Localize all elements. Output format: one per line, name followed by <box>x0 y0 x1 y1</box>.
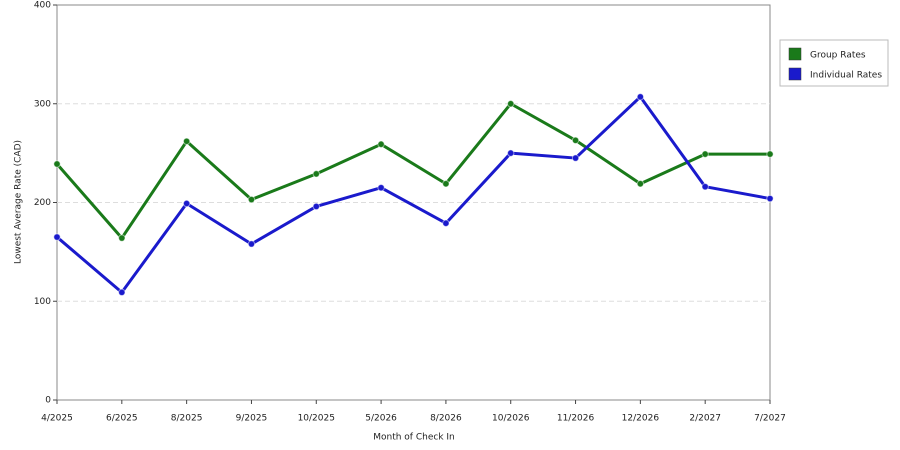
legend-swatch <box>788 67 802 81</box>
legend-swatch <box>788 47 802 61</box>
point <box>118 234 126 242</box>
point <box>571 136 580 144</box>
legend-label: Individual Rates <box>810 71 882 81</box>
x-tick-label: 7/2027 <box>754 414 786 424</box>
point <box>636 180 645 188</box>
legend-label: Group Rates <box>810 51 866 61</box>
point <box>377 140 385 148</box>
point <box>766 194 774 203</box>
point <box>636 93 645 101</box>
point <box>182 199 191 208</box>
point <box>442 219 450 227</box>
point <box>507 100 515 108</box>
x-tick-label: 4/2025 <box>41 414 73 424</box>
x-tick-label: 6/2025 <box>106 414 138 424</box>
point <box>701 183 709 191</box>
point <box>571 154 580 162</box>
point <box>118 288 126 297</box>
point <box>701 150 709 158</box>
x-tick-label: 10/2025 <box>298 414 335 424</box>
y-axis-label: Lowest Average Rate (CAD) <box>14 140 24 264</box>
point <box>182 137 191 145</box>
point <box>507 149 515 157</box>
point <box>53 160 61 168</box>
x-tick-label: 9/2025 <box>236 414 268 424</box>
x-tick-label: 10/2026 <box>492 414 530 424</box>
y-tick-label: 200 <box>34 198 51 208</box>
y-tick-label: 400 <box>34 1 51 11</box>
x-tick-label: 12/2026 <box>622 414 660 424</box>
y-tick-label: 300 <box>34 99 51 109</box>
series-line <box>56 95 771 294</box>
x-tick-label: 11/2026 <box>557 414 595 424</box>
point <box>377 183 385 192</box>
point <box>312 202 320 211</box>
y-tick-label: 100 <box>34 297 51 307</box>
point <box>53 233 61 241</box>
y-tick-label: 0 <box>45 396 51 406</box>
point <box>247 240 256 248</box>
x-tick-label: 8/2026 <box>430 414 462 424</box>
point <box>247 195 256 204</box>
point <box>442 180 450 188</box>
x-tick-label: 2/2027 <box>689 414 721 424</box>
point <box>312 170 320 178</box>
x-tick-label: 5/2026 <box>365 414 397 424</box>
x-tick-label: 8/2025 <box>171 414 203 424</box>
point <box>766 150 774 158</box>
series-line <box>55 102 770 240</box>
x-axis-label: Month of Check In <box>373 433 455 443</box>
